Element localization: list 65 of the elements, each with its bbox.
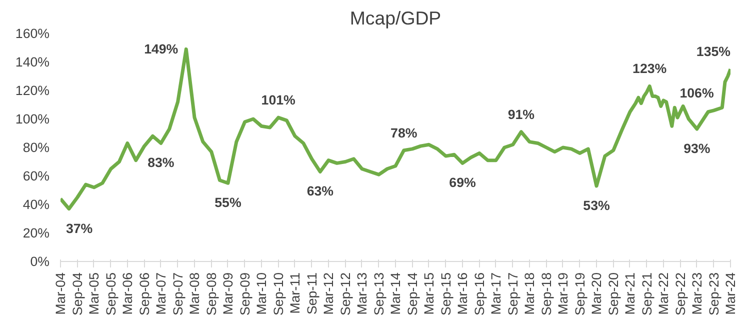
x-tick-label: Mar-07 (153, 272, 168, 315)
x-tick-label: Mar-24 (723, 272, 738, 315)
x-tick-label: Sep-15 (438, 272, 454, 316)
x-tick-label: Sep-20 (606, 272, 621, 316)
x-tick-label: Sep-04 (70, 272, 85, 316)
x-tick-label: Mar-08 (187, 272, 202, 315)
x-tick-label: Sep-06 (136, 272, 152, 316)
x-tick-label: Mar-15 (421, 272, 436, 315)
x-tick-label: Sep-18 (538, 272, 554, 316)
y-tick-label: 40% (22, 197, 50, 212)
annotation: 63% (306, 184, 334, 199)
y-tick-label: 140% (15, 54, 50, 70)
y-tick-label: 160% (15, 26, 50, 41)
x-tick-label: Mar-20 (589, 272, 604, 315)
y-tick-label: 80% (22, 140, 50, 155)
annotation: 149% (144, 42, 178, 57)
x-tick-label: Mar-12 (321, 272, 336, 315)
x-tick-label: Sep-08 (204, 272, 219, 316)
x-tick-label: Mar-04 (53, 272, 68, 315)
x-tick-label: Sep-21 (639, 272, 654, 316)
chart-title: Mcap/GDP (350, 8, 442, 28)
x-tick-label: Mar-19 (555, 272, 570, 315)
y-tick-label: 100% (15, 112, 50, 126)
x-tick-label: Sep-16 (472, 272, 487, 316)
x-tick-label: Mar-06 (120, 272, 135, 315)
x-tick-label: Mar-10 (254, 272, 269, 315)
annotation: 123% (632, 61, 667, 76)
annotation: 37% (66, 220, 93, 236)
annotation: 101% (261, 92, 296, 108)
x-tick-label: Sep-13 (371, 272, 386, 316)
x-tick-label: Sep-19 (572, 272, 588, 316)
x-tick-label: Sep-17 (505, 272, 520, 316)
x-tick-label: Sep-14 (404, 272, 420, 316)
x-tick-label: Mar-22 (656, 272, 671, 315)
x-tick-label: Mar-16 (455, 272, 470, 315)
y-tick-label: 20% (22, 226, 50, 240)
x-tick-label: Sep-10 (270, 272, 286, 316)
annotation: 53% (583, 198, 610, 213)
x-tick-label: Mar-23 (689, 272, 704, 315)
x-tick-label: Sep-11 (304, 272, 320, 314)
y-tick-label: 120% (15, 83, 50, 98)
x-tick-label: Mar-09 (220, 272, 236, 315)
x-tick-label: Sep-05 (103, 272, 118, 316)
y-tick-label: 0% (30, 254, 50, 269)
x-tick-label: Sep-12 (338, 272, 353, 316)
annotation: 106% (680, 85, 714, 100)
x-tick-label: Mar-05 (86, 272, 102, 315)
x-tick-label: Sep-07 (170, 272, 186, 316)
annotation: 91% (508, 106, 535, 122)
x-tick-label: Sep-23 (706, 272, 722, 316)
annotation: 93% (684, 140, 710, 156)
x-tick-label: Sep-22 (672, 272, 688, 316)
x-tick-label: Mar-18 (522, 272, 537, 315)
x-tick-label: Mar-14 (388, 272, 403, 315)
annotation: 55% (214, 195, 242, 210)
y-tick-label: 60% (22, 168, 50, 184)
annotation: 135% (696, 44, 731, 60)
x-tick-label: Mar-17 (488, 272, 504, 315)
annotation: 69% (449, 175, 476, 190)
x-tick-label: Mar-21 (622, 272, 638, 315)
x-tick-label: Mar-11 (287, 272, 302, 314)
x-tick-label: Sep-09 (237, 272, 252, 316)
annotation: 78% (390, 125, 418, 140)
annotation: 83% (148, 155, 174, 170)
x-tick-label: Mar-13 (354, 272, 370, 315)
